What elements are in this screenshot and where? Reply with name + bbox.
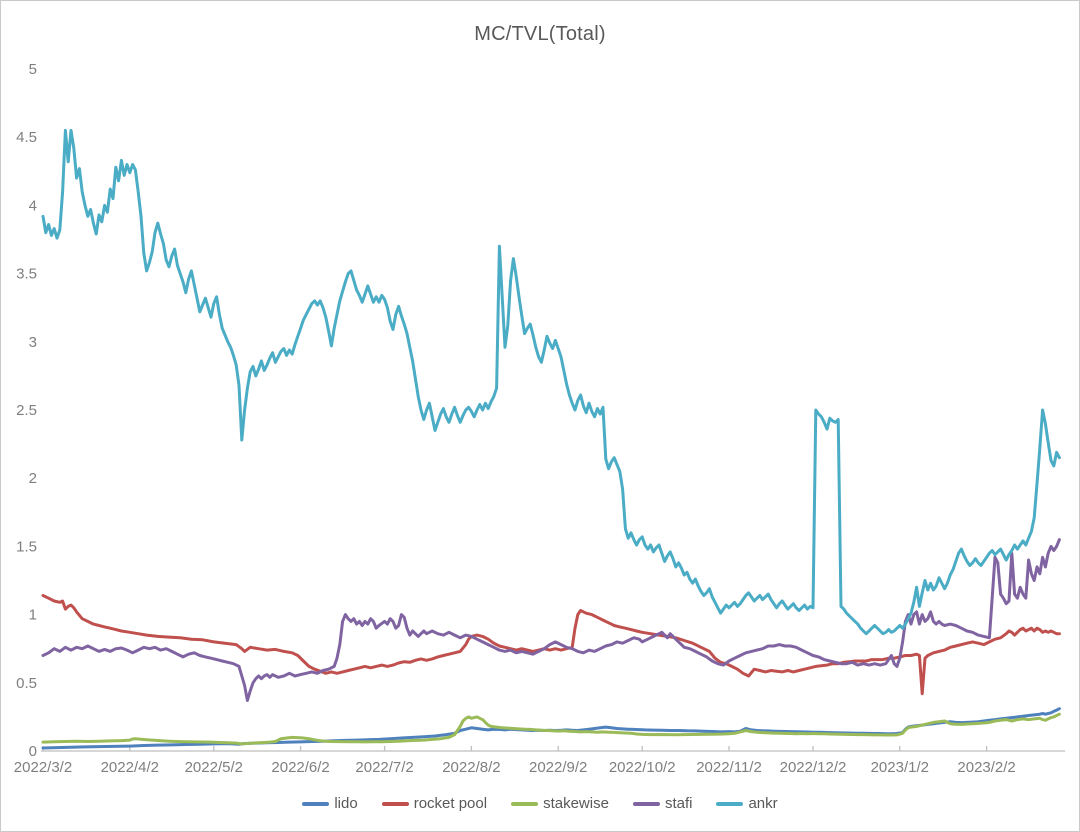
series-line-stafi bbox=[41, 538, 1061, 702]
legend: lido rocket pool stakewise stafi ankr bbox=[1, 795, 1079, 812]
x-tick-label: 2023/2/2 bbox=[957, 759, 1015, 776]
x-tick-label: 2022/8/2 bbox=[442, 759, 500, 776]
y-tick-label: 0.5 bbox=[16, 675, 37, 692]
x-tick-label: 2023/1/2 bbox=[871, 759, 929, 776]
legend-swatch bbox=[632, 801, 660, 806]
legend-swatch bbox=[381, 801, 409, 806]
y-tick-label: 1.5 bbox=[16, 538, 37, 555]
x-tick-label: 2022/3/2 bbox=[14, 759, 72, 776]
series-line-rocket-pool bbox=[41, 594, 1061, 696]
legend-swatch bbox=[511, 801, 539, 806]
legend-label: ankr bbox=[748, 795, 778, 812]
y-tick-label: 0 bbox=[29, 743, 37, 760]
series-line-stakewise bbox=[41, 712, 1061, 746]
legend-item-ankr: ankr bbox=[716, 795, 778, 812]
y-tick-label: 4 bbox=[29, 197, 37, 214]
chart-title: MC/TVL(Total) bbox=[474, 23, 606, 45]
legend-label: lido bbox=[334, 795, 358, 812]
legend-item-stafi: stafi bbox=[632, 795, 693, 812]
x-tick-label: 2022/6/2 bbox=[271, 759, 329, 776]
x-tick-label: 2022/12/2 bbox=[780, 759, 847, 776]
legend-item-stakewise: stakewise bbox=[511, 795, 609, 812]
y-tick-label: 3 bbox=[29, 334, 37, 351]
y-tick-label: 3.5 bbox=[16, 266, 37, 283]
x-tick-label: 2022/4/2 bbox=[101, 759, 159, 776]
x-tick-label: 2022/5/2 bbox=[185, 759, 243, 776]
y-tick-label: 2 bbox=[29, 470, 37, 487]
x-tick-label: 2022/10/2 bbox=[609, 759, 676, 776]
x-tick-label: 2022/11/2 bbox=[696, 759, 762, 776]
x-tick-label: 2022/9/2 bbox=[529, 759, 587, 776]
legend-item-lido: lido bbox=[302, 795, 358, 812]
x-tick-label: 2022/7/2 bbox=[355, 759, 413, 776]
legend-label: stakewise bbox=[543, 795, 609, 812]
legend-label: rocket pool bbox=[413, 795, 488, 812]
legend-swatch bbox=[302, 801, 330, 806]
y-tick-label: 4.5 bbox=[16, 129, 37, 146]
y-tick-label: 5 bbox=[29, 61, 37, 78]
series-line-ankr bbox=[41, 128, 1061, 636]
legend-item-rocket-pool: rocket pool bbox=[381, 795, 488, 812]
y-tick-label: 1 bbox=[29, 607, 37, 624]
y-tick-label: 2.5 bbox=[16, 402, 37, 419]
legend-label: stafi bbox=[664, 795, 693, 812]
legend-swatch bbox=[716, 801, 744, 806]
